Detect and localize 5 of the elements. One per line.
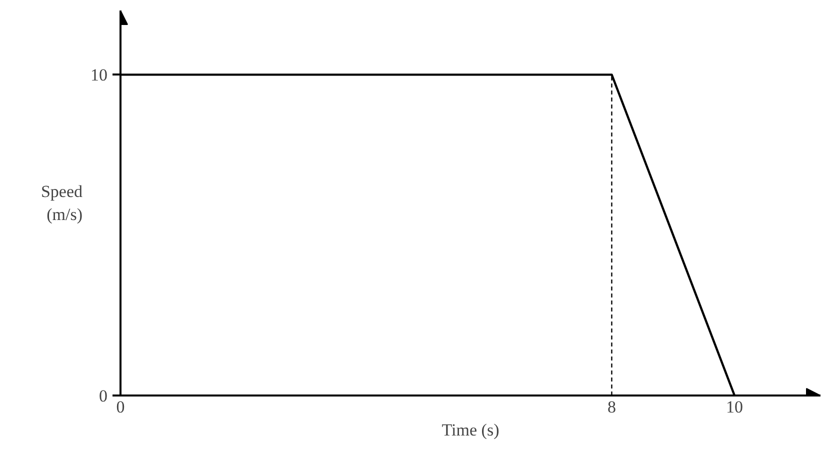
x-tick-label: 0 <box>116 398 125 416</box>
x-tick-label: 10 <box>726 398 744 416</box>
y-axis-title: Speed (m/s) <box>40 182 83 224</box>
x-axis-title: Time (s) <box>442 420 500 440</box>
x-tick-label: 8 <box>607 398 616 416</box>
